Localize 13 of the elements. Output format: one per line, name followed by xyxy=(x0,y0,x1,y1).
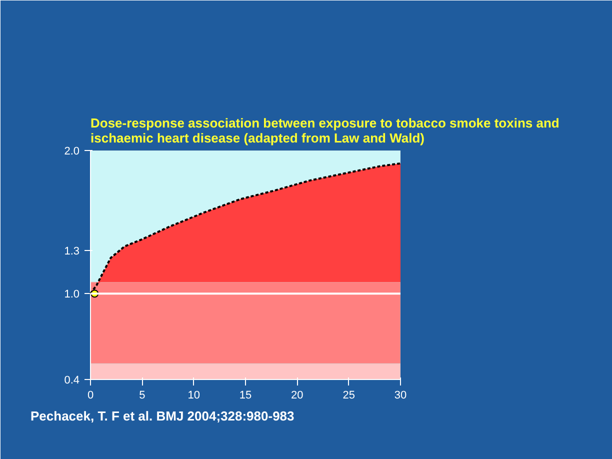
x-tick-label: 5 xyxy=(139,390,146,402)
x-tick-label: 10 xyxy=(188,390,200,402)
x-tick-label: 25 xyxy=(342,390,355,402)
y-tick-label: 1.3 xyxy=(64,246,80,258)
x-tick-label: 15 xyxy=(239,390,252,402)
chart-title: Dose-response association between exposure to tobacco smoke toxins and ischaemic heart disease (adapted from Law and Wald) xyxy=(90,116,560,146)
y-tick-label: 0.4 xyxy=(64,374,80,386)
x-tick-label: 0 xyxy=(87,390,94,402)
y-tick-label: 1.0 xyxy=(64,288,80,301)
x-tick-label: 30 xyxy=(394,390,407,402)
text: Pechacek, T. F et al. BMJ 2004;328:980-983 xyxy=(30,408,294,424)
y-tick-label: 2.0 xyxy=(64,146,80,158)
x-tick-label: 20 xyxy=(291,390,304,402)
